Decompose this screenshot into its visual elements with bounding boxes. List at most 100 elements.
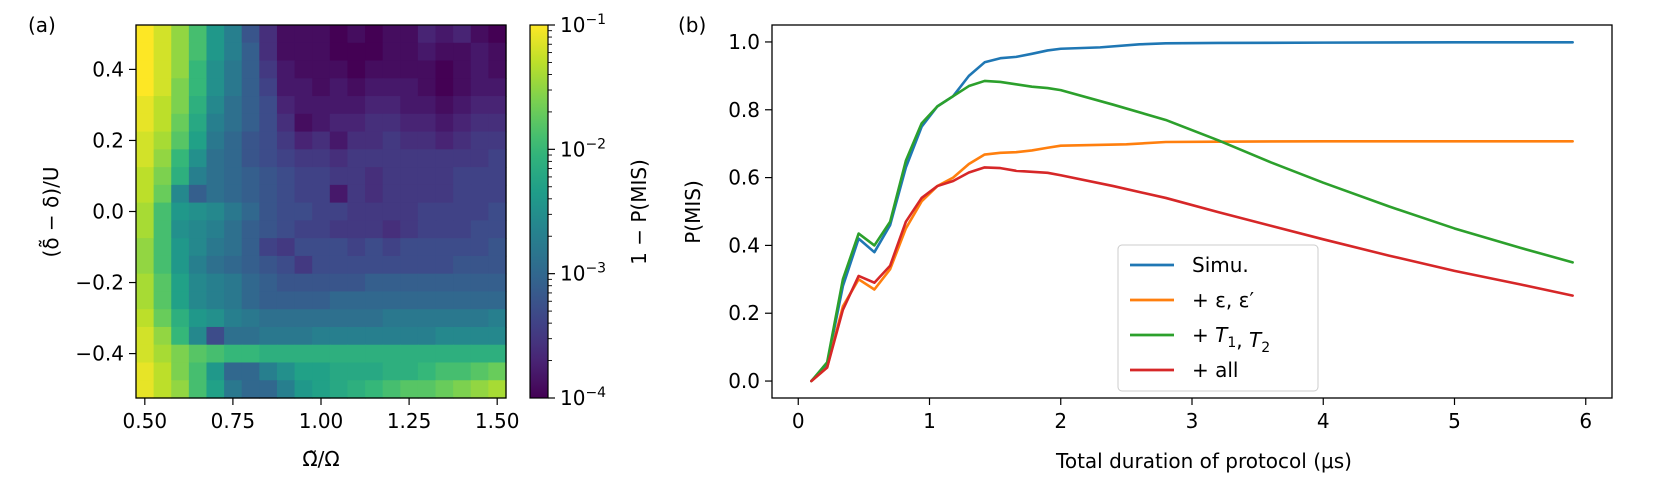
heatmap-cell bbox=[276, 380, 296, 399]
heatmap-cell bbox=[312, 344, 331, 364]
heatmap-cell bbox=[488, 202, 507, 221]
heatmap-cell bbox=[224, 42, 243, 62]
heatmap-cell bbox=[171, 42, 190, 62]
heatmap-cell bbox=[400, 113, 419, 133]
heatmap-cell bbox=[347, 167, 366, 186]
heatmap-cell bbox=[224, 78, 243, 97]
heatmap-cell bbox=[329, 255, 349, 275]
heatmap-cell bbox=[417, 167, 437, 186]
heatmap-cell bbox=[435, 42, 454, 62]
series-line bbox=[810, 40, 1574, 383]
heatmap-cell bbox=[276, 255, 296, 275]
heatmap-cell bbox=[453, 202, 472, 221]
heatmap-cell bbox=[153, 25, 172, 44]
heatmap-cell bbox=[453, 167, 472, 186]
heatmap-cell bbox=[171, 96, 190, 115]
heatmap-cell bbox=[153, 113, 172, 133]
heatmap-cell bbox=[417, 291, 437, 310]
heatmap-cell bbox=[153, 42, 172, 62]
heatmap-cell bbox=[171, 25, 190, 44]
heatmap-cell bbox=[294, 167, 313, 186]
heatmap-cell bbox=[259, 184, 278, 204]
heatmap-cell bbox=[294, 184, 313, 204]
heatmap-cell bbox=[312, 167, 331, 186]
heatmap-cell bbox=[382, 273, 401, 293]
heatmap-cell bbox=[435, 380, 454, 399]
heatmap-cell bbox=[259, 380, 278, 399]
heatmap-cell bbox=[312, 131, 331, 150]
heatmap-cell bbox=[365, 113, 384, 133]
line-series-group bbox=[810, 40, 1574, 383]
heatmap-cell bbox=[153, 167, 172, 186]
colorbar-frame bbox=[529, 24, 549, 399]
heatmap-cell bbox=[241, 202, 260, 221]
heatmap-cell bbox=[259, 149, 278, 168]
heatmap-cell bbox=[294, 220, 313, 239]
heatmap-cell bbox=[347, 326, 366, 346]
heatmap-cell bbox=[241, 113, 260, 133]
heatmap-cell bbox=[206, 291, 225, 310]
heatmap-cell bbox=[206, 113, 225, 133]
heatmap-cell bbox=[153, 238, 172, 257]
heatmap-cell bbox=[453, 149, 472, 168]
heatmap-cell bbox=[470, 42, 489, 62]
heatmap-cell bbox=[153, 96, 172, 115]
heatmap-cell bbox=[206, 309, 225, 328]
line-y-tick-label: 1.0 bbox=[728, 30, 760, 54]
heatmap-cell bbox=[329, 113, 349, 133]
heatmap-cell bbox=[224, 220, 243, 239]
heatmap-cell bbox=[382, 96, 401, 115]
heatmap-cell bbox=[417, 96, 437, 115]
heatmap-cell bbox=[435, 202, 454, 221]
heatmap-cell bbox=[206, 344, 225, 364]
heatmap-cell bbox=[276, 131, 296, 150]
heatmap-cell bbox=[488, 309, 507, 328]
heatmap-cell bbox=[241, 238, 260, 257]
heatmap-cell bbox=[188, 255, 208, 275]
heatmap-cell bbox=[171, 202, 190, 221]
heatmap-cell bbox=[435, 96, 454, 115]
heatmap-cell bbox=[241, 220, 260, 239]
heatmap-cell bbox=[224, 255, 243, 275]
heatmap-cell bbox=[312, 380, 331, 399]
heatmap-cell bbox=[400, 149, 419, 168]
heatmap-cell bbox=[312, 60, 331, 79]
heatmap-cell bbox=[136, 60, 155, 79]
heatmap-cell bbox=[329, 273, 349, 293]
heatmap-y-tick-label: −0.4 bbox=[75, 342, 124, 366]
heatmap-cell bbox=[259, 344, 278, 364]
colorbar-tick-label: 10−4 bbox=[560, 385, 606, 410]
heatmap-cell bbox=[417, 113, 437, 133]
heatmap-cell bbox=[153, 309, 172, 328]
heatmap-cell bbox=[312, 96, 331, 115]
heatmap-cell bbox=[435, 184, 454, 204]
heatmap-cell bbox=[171, 78, 190, 97]
heatmap-cell bbox=[400, 238, 419, 257]
heatmap-cell bbox=[188, 78, 208, 97]
heatmap-cell bbox=[206, 42, 225, 62]
heatmap-cell bbox=[276, 42, 296, 62]
heatmap-cells bbox=[136, 25, 507, 399]
heatmap-cell bbox=[136, 78, 155, 97]
heatmap-cell bbox=[400, 273, 419, 293]
heatmap-cell bbox=[329, 25, 349, 44]
heatmap-y-tick-label: 0.2 bbox=[92, 128, 124, 152]
heatmap-cell bbox=[400, 362, 419, 381]
heatmap-cell bbox=[294, 362, 313, 381]
heatmap-cell bbox=[417, 238, 437, 257]
heatmap-cell bbox=[453, 96, 472, 115]
heatmap-cell bbox=[365, 220, 384, 239]
heatmap-cell bbox=[188, 113, 208, 133]
heatmap-cell bbox=[224, 291, 243, 310]
heatmap-cell bbox=[294, 202, 313, 221]
heatmap-cell bbox=[417, 309, 437, 328]
heatmap-cell bbox=[206, 167, 225, 186]
heatmap-cell bbox=[259, 309, 278, 328]
heatmap-cell bbox=[294, 78, 313, 97]
heatmap-cell bbox=[312, 25, 331, 44]
heatmap-cell bbox=[259, 42, 278, 62]
heatmap-cell bbox=[294, 344, 313, 364]
heatmap-cell bbox=[400, 184, 419, 204]
heatmap-cell bbox=[171, 344, 190, 364]
legend-label: + T1, T2 bbox=[1192, 323, 1270, 356]
